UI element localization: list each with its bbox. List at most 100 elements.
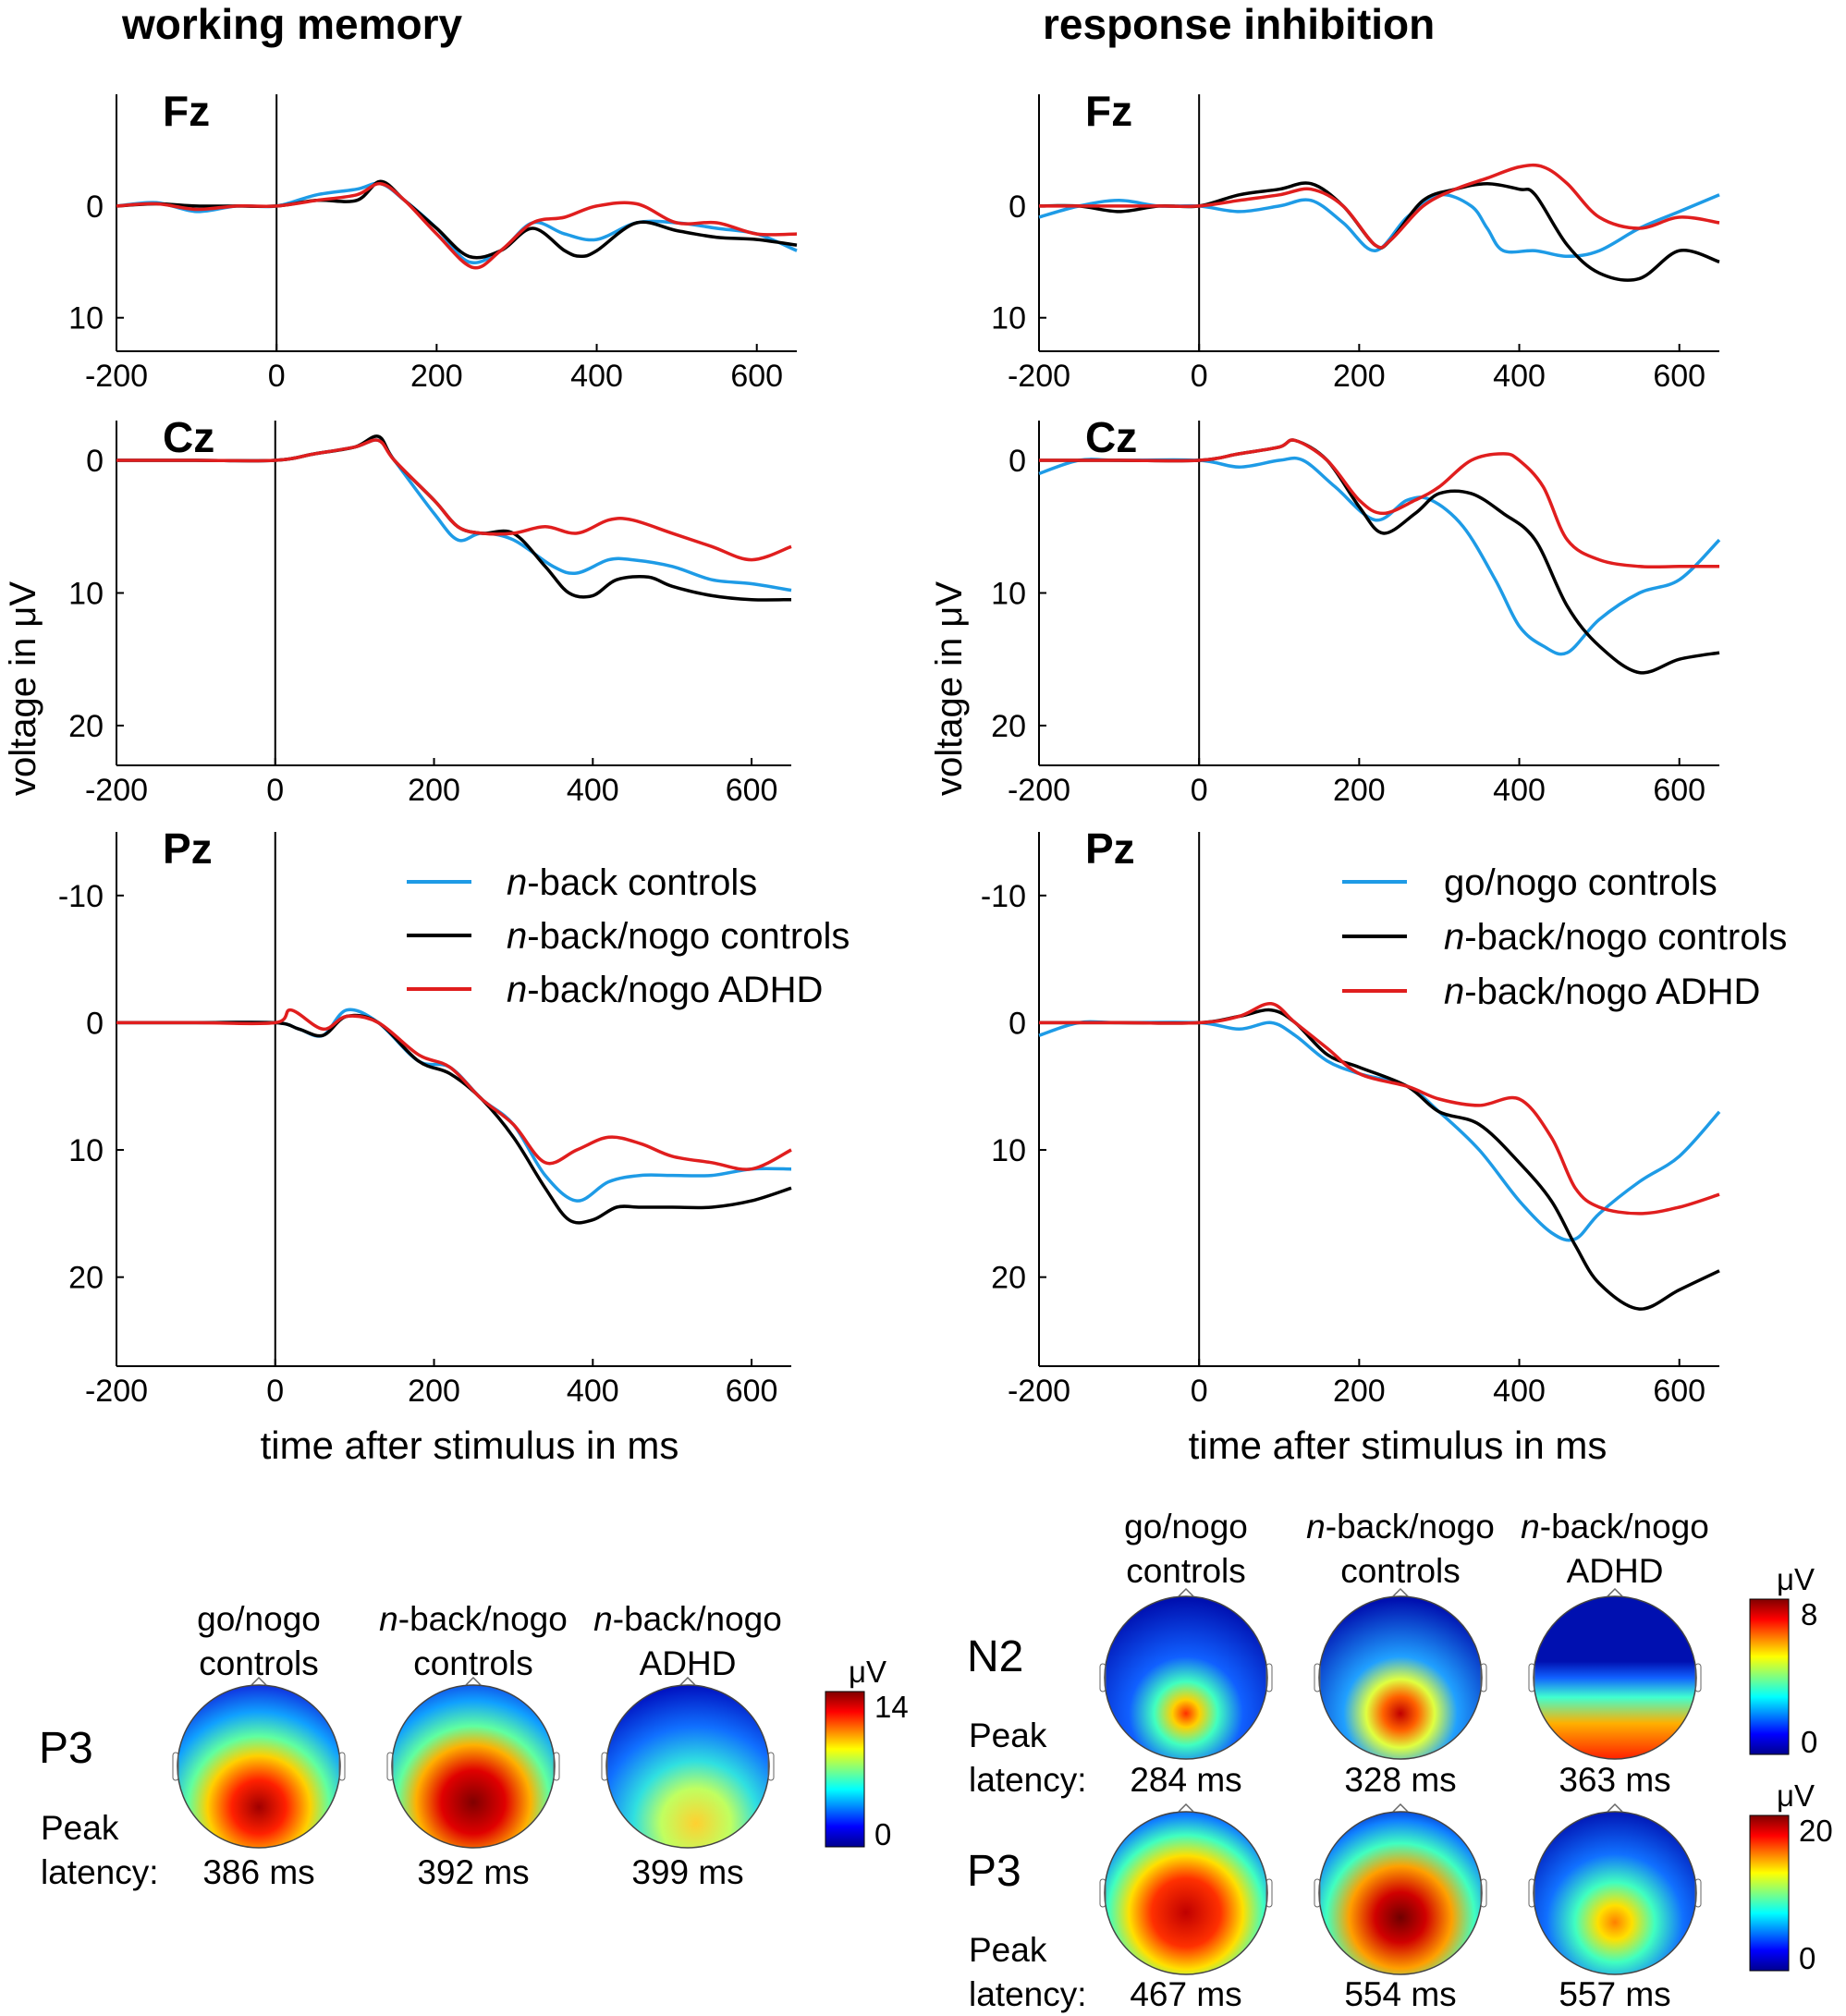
topomap-p3r-gonogo-controls (1099, 1802, 1273, 1975)
topomap-p3r-nback-nogo-adhd (1528, 1802, 1702, 1975)
erp-plot-working-memory-fz: -200 0 200 400 600 0 10 Fz (68, 87, 798, 394)
y-tick-label: 20 (68, 709, 104, 744)
latency-p3r-nback-nogo-adhd: 557 ms (1559, 1975, 1670, 2013)
x-tick-label: 200 (1333, 773, 1386, 808)
series-line-n-back-nogo-controls-pz-5 (1038, 1008, 1720, 1311)
electrode-label-cz-4: Cz (1085, 413, 1137, 461)
x-tick-label: -200 (1008, 1374, 1070, 1409)
x-tick-label: 600 (730, 359, 783, 394)
latency-p3-nback-nogo-controls: 392 ms (417, 1853, 529, 1891)
x-tick-label: 600 (1653, 773, 1705, 808)
topo-section-working-memory: go/nogo controls n-back/nogo controls n-… (39, 1600, 909, 1891)
x-tick-label: 600 (726, 773, 778, 808)
y-axis-label-left: voltage in μV (3, 581, 43, 796)
legend-response-inhibition: go/nogo controls n-back/nogo controls n-… (1342, 862, 1787, 1012)
x-tick-label: 400 (567, 773, 619, 808)
electrode-label-cz-1: Cz (163, 413, 214, 461)
x-tick-label: 400 (567, 1374, 619, 1409)
x-tick-label: 600 (1653, 1374, 1705, 1409)
peak-label-left-2: latency: (41, 1853, 159, 1891)
legend-label-nback-nogo-adhd-ri: n-back/nogo ADHD (1444, 971, 1760, 1012)
series-line-n-back-nogo-adhd-pz-5 (1038, 1002, 1720, 1216)
colorbar-p3r-min: 0 (1799, 1941, 1815, 1975)
erp-plot-working-memory-pz: -200 0 200 400 600 -10 0 10 20 Pz (58, 825, 792, 1409)
x-tick-label: 0 (1191, 773, 1208, 808)
legend-working-memory: n-back controls n-back/nogo controls n-b… (407, 862, 850, 1010)
legend-label-nback-nogo-controls-ri: n-back/nogo controls (1444, 917, 1787, 958)
x-tick-label: 600 (726, 1374, 778, 1409)
series-line-n-back-controls-cz-1 (116, 438, 792, 593)
y-tick-label: 10 (991, 301, 1026, 336)
component-label-n2: N2 (967, 1632, 1023, 1681)
peak-label-p3r-1: Peak (969, 1931, 1047, 1969)
component-label-p3-left: P3 (39, 1724, 93, 1773)
y-tick-label: 20 (68, 1261, 104, 1296)
latency-p3r-gonogo-controls: 467 ms (1130, 1975, 1241, 2013)
colorbar-left: μV 14 0 (825, 1655, 909, 1851)
y-tick-label: 10 (68, 301, 104, 336)
x-tick-label: 0 (1191, 359, 1208, 394)
colorbar-p3r: μV 20 0 (1749, 1778, 1833, 1975)
topo-label-nback-nogo-adhd: n-back/nogo (593, 1600, 782, 1638)
legend-label-nback-controls: n-back controls (507, 862, 757, 903)
latency-n2-nback-nogo-controls: 328 ms (1344, 1761, 1456, 1799)
latency-p3-gonogo-controls: 386 ms (202, 1853, 314, 1891)
series-line-n-back-nogo-controls-fz-3 (1038, 181, 1720, 282)
x-axis-label-left: time after stimulus in ms (261, 1423, 679, 1467)
series-line-go-nogo-controls-cz-4 (1038, 456, 1721, 656)
series-line-go-nogo-controls-pz-5 (1038, 1020, 1721, 1242)
x-tick-label: -200 (1008, 359, 1070, 394)
topo-label-r-gonogo-controls-2: controls (1126, 1552, 1246, 1590)
y-tick-label: 0 (1009, 189, 1026, 225)
peak-label-p3r-2: latency: (969, 1975, 1087, 2013)
y-tick-label: 10 (991, 577, 1026, 612)
topo-label-gonogo-controls: go/nogo (197, 1600, 321, 1638)
electrode-label-pz-5: Pz (1085, 825, 1135, 873)
colorbar-left-min: 0 (874, 1817, 891, 1851)
component-label-p3-right: P3 (967, 1847, 1021, 1896)
series-line-n-back-nogo-adhd-fz-0 (116, 181, 798, 270)
colorbar-n2-max: 8 (1801, 1597, 1817, 1631)
topomap-n2-nback-nogo-adhd (1528, 1587, 1702, 1760)
x-tick-label: -200 (85, 1374, 148, 1409)
y-tick-label: 0 (1009, 444, 1026, 479)
colorbar-left-max: 14 (874, 1690, 909, 1724)
series-line-n-back-nogo-adhd-fz-3 (1039, 163, 1720, 250)
series-line-n-back-nogo-controls-pz-2 (116, 1013, 792, 1225)
topo-label-r-nback-nogo-adhd: n-back/nogo (1521, 1508, 1709, 1546)
topo-label-r-nback-nogo-controls-2: controls (1340, 1552, 1461, 1590)
topo-label-nback-nogo-controls-2: controls (413, 1644, 533, 1682)
x-tick-label: 200 (410, 359, 463, 394)
x-tick-label: -200 (1008, 773, 1070, 808)
x-tick-label: 200 (1333, 359, 1386, 394)
x-tick-label: 400 (570, 359, 623, 394)
topomap-p3r-nback-nogo-controls (1314, 1802, 1487, 1975)
y-tick-label: 0 (1009, 1006, 1026, 1041)
y-tick-label: 20 (991, 1261, 1026, 1296)
colorbar-n2-min: 0 (1801, 1725, 1817, 1759)
x-tick-label: 400 (1493, 773, 1546, 808)
x-tick-label: 200 (1333, 1374, 1386, 1409)
topo-label-gonogo-controls-2: controls (199, 1644, 319, 1682)
colorbar-p3r-max: 20 (1799, 1814, 1833, 1848)
legend-label-gonogo-controls: go/nogo controls (1444, 862, 1718, 903)
y-tick-label: 10 (68, 1133, 104, 1168)
x-tick-label: 400 (1493, 359, 1546, 394)
topomap-p3-gonogo-controls (172, 1676, 346, 1849)
electrode-label-fz-0: Fz (163, 87, 210, 135)
topo-label-r-nback-nogo-adhd-2: ADHD (1567, 1552, 1664, 1590)
x-tick-label: 0 (266, 1374, 284, 1409)
legend-label-nback-nogo-controls: n-back/nogo controls (507, 916, 850, 957)
y-tick-label: 10 (68, 577, 104, 612)
erp-plot-response-inhibition-pz: -200 0 200 400 600 -10 0 10 20 Pz (981, 825, 1721, 1409)
peak-label-n2-1: Peak (969, 1717, 1047, 1754)
legend-label-nback-nogo-adhd: n-back/nogo ADHD (507, 970, 823, 1010)
x-tick-label: -200 (85, 773, 148, 808)
x-tick-label: 0 (268, 359, 286, 394)
topo-label-nback-nogo-controls: n-back/nogo (379, 1600, 568, 1638)
colorbar-left-unit: μV (849, 1655, 886, 1689)
latency-n2-nback-nogo-adhd: 363 ms (1559, 1761, 1670, 1799)
series-line-n-back-controls-pz-2 (116, 1008, 792, 1203)
erp-plot-response-inhibition-cz: -200 0 200 400 600 0 10 20 Cz (991, 413, 1721, 808)
